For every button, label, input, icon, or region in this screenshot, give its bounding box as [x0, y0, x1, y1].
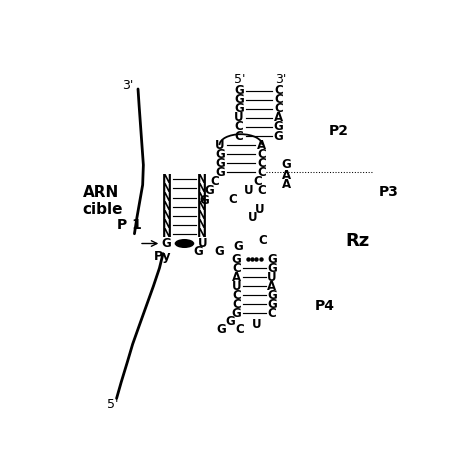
- Text: G: G: [234, 94, 244, 106]
- Text: C: C: [235, 130, 243, 142]
- Text: G: G: [267, 252, 277, 266]
- Text: Py: Py: [154, 250, 172, 263]
- Text: N: N: [162, 173, 171, 186]
- Text: G: G: [215, 157, 225, 170]
- Text: A: A: [257, 139, 266, 151]
- Text: C: C: [228, 193, 237, 206]
- Text: C: C: [254, 175, 262, 188]
- Text: G: G: [162, 237, 171, 250]
- Text: U: U: [215, 139, 225, 151]
- Text: A: A: [282, 169, 291, 182]
- Text: G: G: [234, 102, 244, 115]
- Text: C: C: [257, 166, 266, 179]
- Text: N: N: [162, 182, 171, 195]
- Text: G: G: [194, 245, 204, 258]
- Text: G: G: [267, 298, 277, 311]
- Text: G: G: [199, 194, 209, 207]
- Text: ARN
cible: ARN cible: [83, 185, 123, 217]
- Text: G: G: [267, 262, 277, 274]
- Text: C: C: [257, 184, 266, 197]
- Text: N: N: [162, 227, 171, 240]
- Text: N: N: [197, 200, 207, 213]
- Text: N: N: [197, 173, 207, 186]
- Text: Rz: Rz: [346, 232, 370, 250]
- Text: U: U: [252, 319, 262, 331]
- Text: G: G: [205, 184, 214, 197]
- Text: N: N: [162, 209, 171, 222]
- Text: G: G: [231, 252, 241, 266]
- Text: G: G: [216, 323, 226, 336]
- Text: C: C: [274, 84, 283, 97]
- Text: G: G: [234, 240, 243, 253]
- Text: A: A: [267, 280, 277, 293]
- Text: P4: P4: [315, 299, 335, 313]
- Text: C: C: [257, 157, 266, 170]
- Text: N: N: [197, 218, 207, 231]
- Text: 5': 5': [107, 398, 119, 411]
- Text: C: C: [235, 120, 243, 133]
- Text: U: U: [234, 111, 244, 125]
- Text: N: N: [197, 227, 207, 240]
- Text: N: N: [162, 200, 171, 213]
- Text: G: G: [225, 315, 235, 328]
- Text: G: G: [234, 84, 244, 97]
- Text: G: G: [214, 245, 224, 258]
- Text: C: C: [232, 298, 241, 311]
- Text: C: C: [232, 262, 241, 274]
- Text: N: N: [162, 218, 171, 231]
- Text: P 1: P 1: [117, 218, 142, 232]
- Text: U: U: [244, 184, 254, 197]
- Text: 3': 3': [275, 73, 287, 86]
- Text: A: A: [282, 179, 291, 191]
- Text: C: C: [211, 175, 219, 188]
- Text: C: C: [236, 323, 244, 336]
- Text: C: C: [274, 102, 283, 115]
- Text: N: N: [197, 209, 207, 222]
- Text: A: A: [274, 111, 283, 125]
- Text: G: G: [215, 166, 225, 179]
- Text: N: N: [162, 191, 171, 204]
- Ellipse shape: [175, 239, 194, 248]
- Text: U: U: [267, 271, 277, 284]
- Text: U: U: [254, 203, 264, 216]
- Text: U: U: [231, 280, 241, 293]
- Text: N: N: [197, 191, 207, 204]
- Text: 3': 3': [122, 79, 133, 92]
- Text: C: C: [232, 289, 241, 302]
- Text: G: G: [273, 120, 284, 133]
- Text: P2: P2: [329, 124, 349, 138]
- Text: U: U: [248, 211, 257, 224]
- Text: C: C: [274, 94, 283, 106]
- Text: G: G: [281, 158, 291, 172]
- Text: A: A: [232, 271, 241, 284]
- Text: G: G: [273, 130, 284, 142]
- Text: 5': 5': [234, 73, 246, 86]
- Text: G: G: [231, 307, 241, 320]
- Text: N: N: [197, 182, 207, 195]
- Text: U: U: [197, 237, 207, 250]
- Text: C: C: [268, 307, 276, 320]
- Text: C: C: [259, 235, 267, 248]
- Text: G: G: [267, 289, 277, 302]
- Text: G: G: [215, 148, 225, 161]
- Text: P3: P3: [379, 185, 399, 199]
- Text: C: C: [257, 148, 266, 161]
